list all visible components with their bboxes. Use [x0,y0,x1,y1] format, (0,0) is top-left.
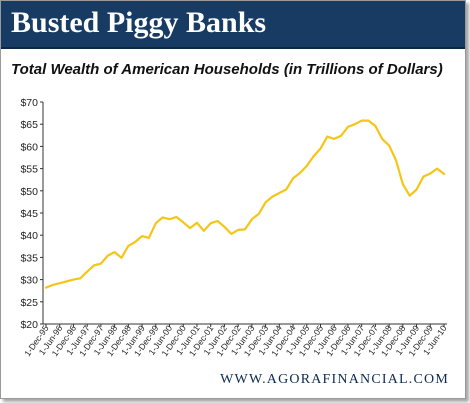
y-tick-label: $55 [20,164,38,176]
y-tick-label: $20 [20,319,38,331]
series-line-0 [44,119,446,289]
footer-url: WWW.AGORAFINANCIAL.COM [220,372,449,387]
y-tick-label: $45 [20,208,38,220]
banner-title: Busted Piggy Banks [11,6,267,39]
y-tick-label: $25 [20,297,38,309]
y-tick-label: $70 [20,97,38,109]
y-tick-label: $65 [20,119,38,131]
line-chart: $20 $25 $30 $35 $40 $45 $50 $55 $60 $65 $70 1-Dec-… [20,97,449,358]
y-tick-label: $30 [20,275,38,287]
y-axis: $20 $25 $30 $35 $40 $45 $50 $55 $60 $65 $70 [20,97,44,331]
title-banner: Busted Piggy Banks [1,1,465,49]
y-tick-label: $40 [20,230,38,242]
y-tick-label: $60 [20,141,38,153]
y-tick-label: $50 [20,186,38,198]
y-tick-label: $35 [20,252,38,264]
chart-title: Total Wealth of American Households (in … [11,61,443,78]
x-axis: 1-Dec-951-Jun-961-Dec-961-Jun-971-Dec-97… [22,323,449,358]
series-layer [44,119,446,289]
